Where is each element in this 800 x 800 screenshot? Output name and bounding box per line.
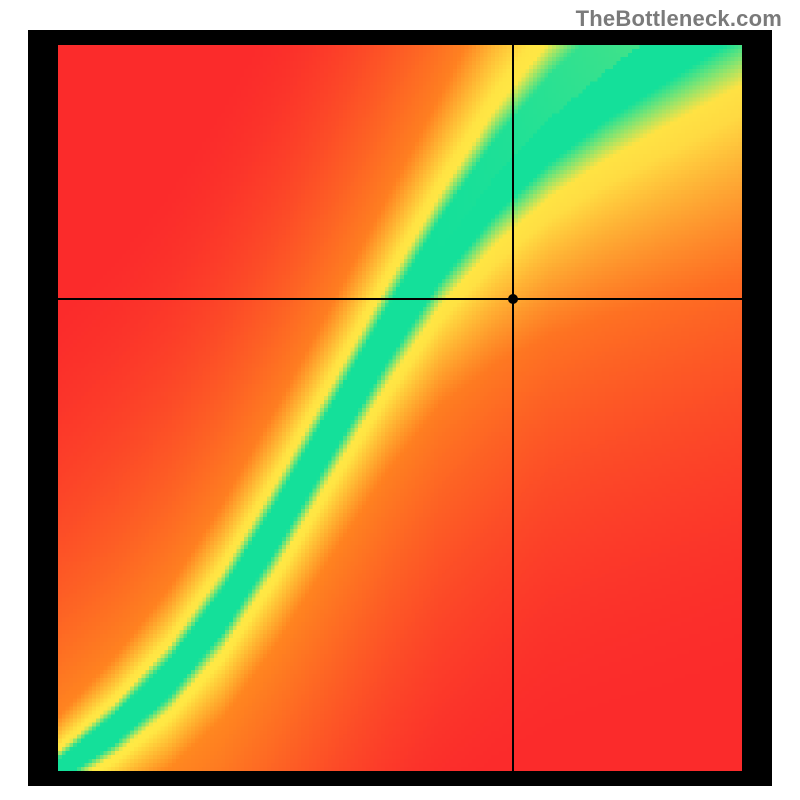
watermark-text: TheBottleneck.com <box>576 6 782 32</box>
crosshair-vertical <box>512 45 514 771</box>
heatmap-canvas <box>58 45 742 771</box>
chart-container: TheBottleneck.com <box>0 0 800 800</box>
crosshair-horizontal <box>58 298 742 300</box>
heatmap-plot-area <box>58 45 742 771</box>
marker-dot <box>508 294 518 304</box>
